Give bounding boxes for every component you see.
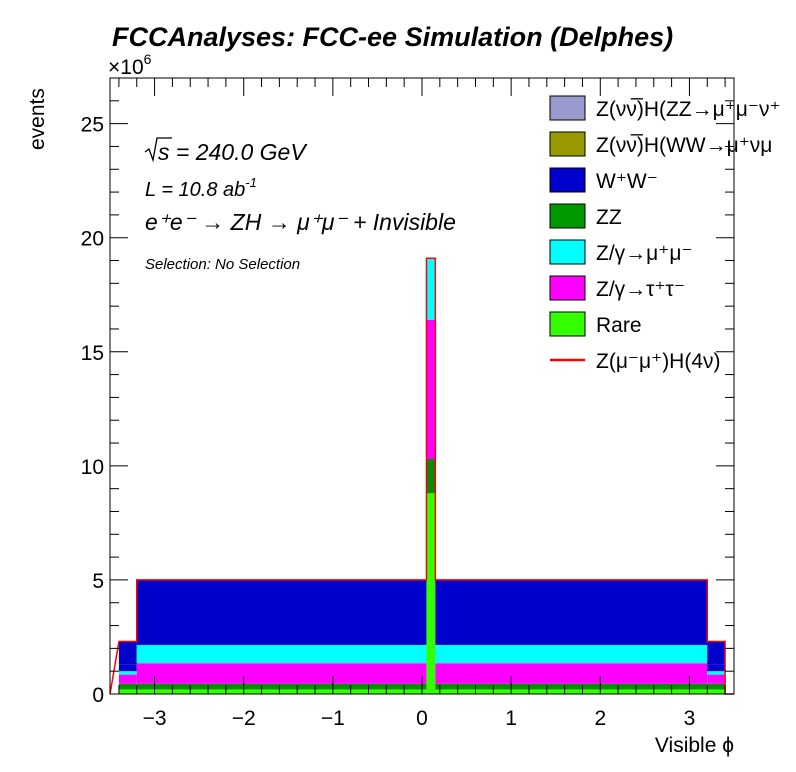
bar-segment-2-1 xyxy=(426,459,436,494)
bar-segment-0-3 xyxy=(118,671,137,675)
bar-segment-3-3 xyxy=(435,644,708,664)
x-axis-label: Visible ϕ xyxy=(655,734,734,757)
legend-swatch xyxy=(549,95,586,121)
legend-entry: W⁺W⁻ xyxy=(596,170,658,193)
bar-segment-0-0 xyxy=(118,689,137,694)
x-tick-label: −1 xyxy=(321,707,345,730)
legend-swatch xyxy=(549,239,586,265)
y-tick-labels: 0 5 10 15 20 25 xyxy=(81,114,104,707)
bar-segment-0-5 xyxy=(118,641,137,665)
x-tick-label: 0 xyxy=(416,707,428,730)
x-tick-label: −2 xyxy=(232,707,256,730)
bar-segment-4-5 xyxy=(707,641,726,665)
y-tick-label: 25 xyxy=(81,114,104,137)
x-tick-label: −3 xyxy=(143,707,167,730)
bar-segment-2-3 xyxy=(426,258,436,320)
bar-segment-4-4 xyxy=(707,664,726,672)
bar-segment-1-2 xyxy=(136,663,427,684)
legend-entry: Rare xyxy=(596,314,642,337)
y-tick-label: 15 xyxy=(81,342,104,365)
bar-segment-4-0 xyxy=(707,689,726,694)
stacked-bars xyxy=(118,258,726,694)
bar-segment-1-0 xyxy=(136,689,427,694)
bar-segment-4-2 xyxy=(707,674,726,684)
bar-segment-0-2 xyxy=(118,674,137,684)
legend-swatch xyxy=(549,311,586,337)
bar-segment-3-2 xyxy=(435,663,708,684)
bar-segment-3-0 xyxy=(435,689,708,694)
x-tick-label: 1 xyxy=(505,707,517,730)
bar-segment-1-4 xyxy=(136,579,427,645)
legend-swatch xyxy=(549,275,586,301)
selection-annotation: Selection: No Selection xyxy=(145,256,300,273)
y-tick-label: 20 xyxy=(81,228,104,251)
bar-segment-4-1 xyxy=(707,683,726,690)
bar-segment-1-1 xyxy=(136,683,427,690)
x-tick-label: 3 xyxy=(684,707,696,730)
legend-entry: ZZ xyxy=(596,206,622,229)
y-tick-label: 10 xyxy=(81,456,104,479)
bar-segment-0-4 xyxy=(118,664,137,672)
legend-entry: Z/γ→τ⁺τ⁻ xyxy=(596,278,685,301)
y-exponent-power: 6 xyxy=(144,51,152,67)
legend-entry: Z(μ⁻μ⁺)H(4ν) xyxy=(596,350,721,373)
y-exponent-label: ×106 xyxy=(108,51,152,79)
axis-ticks xyxy=(110,77,734,695)
signal-line xyxy=(109,257,734,695)
sqrt-icon xyxy=(144,137,172,163)
legend-entry: Z(νν̅)H(ZZ→μ⁺μ⁻ν⁺ xyxy=(596,98,781,121)
bar-segment-4-3 xyxy=(707,671,726,675)
y-axis-label: events xyxy=(26,88,49,150)
chart-title: FCCAnalyses: FCC-ee Simulation (Delphes) xyxy=(112,22,673,52)
bar-segment-3-1 xyxy=(435,683,708,690)
luminosity-exponent: -1 xyxy=(245,175,257,190)
legend-swatch xyxy=(549,167,586,193)
bar-segment-0-1 xyxy=(118,683,137,690)
legend-entry: Z(νν̅)H(WW→μ⁺νμ xyxy=(596,134,772,157)
legend-swatch xyxy=(549,203,586,229)
bar-segment-2-2 xyxy=(426,319,436,460)
sqrt-s-text: s = 240.0 GeV xyxy=(158,139,308,165)
y-tick-label: 0 xyxy=(92,684,104,707)
x-tick-label: 2 xyxy=(594,707,606,730)
luminosity-annotation: L = 10.8 ab-1 xyxy=(145,175,257,201)
bar-segment-3-4 xyxy=(435,579,708,645)
bar-segment-2-0 xyxy=(426,493,436,694)
luminosity-text: L = 10.8 ab xyxy=(145,179,245,201)
sqrt-s-annotation: s = 240.0 GeV xyxy=(144,137,308,165)
y-exponent-base: ×10 xyxy=(108,56,144,79)
legend-swatch xyxy=(549,131,586,157)
legend-entry: Z/γ→μ⁺μ⁻ xyxy=(596,242,693,265)
process-annotation: e⁺e⁻ → ZH → μ⁺μ⁻ + Invisible xyxy=(145,209,456,235)
legend: Z(νν̅)H(ZZ→μ⁺μ⁻ν⁺ Z(νν̅)H(WW→μ⁺νμ W⁺W⁻ ZZ Z/… xyxy=(549,95,781,373)
x-tick-labels: −3 −2 −1 0 1 2 3 xyxy=(143,707,696,730)
signal-outline xyxy=(109,257,734,695)
y-tick-label: 5 xyxy=(92,570,104,593)
bar-segment-1-3 xyxy=(136,644,427,664)
